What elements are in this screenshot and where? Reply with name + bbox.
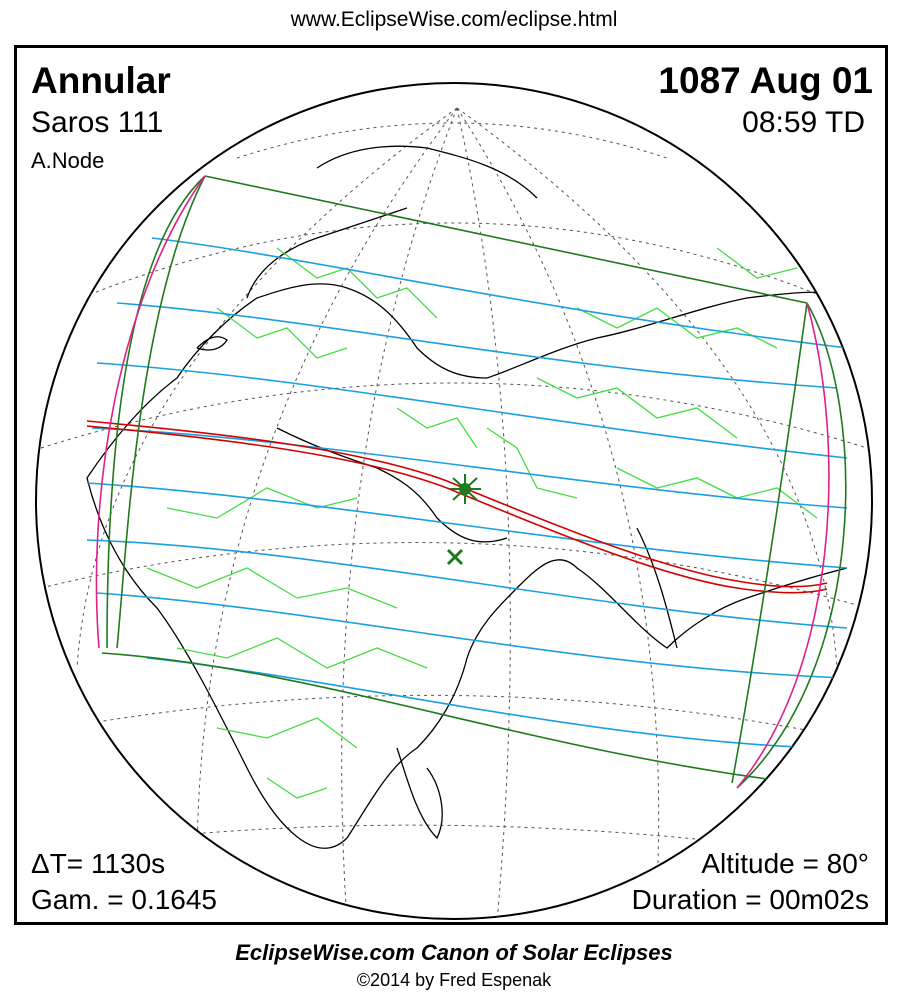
gamma-value: Gam. = 0.1645	[31, 884, 218, 915]
central-path	[86, 420, 828, 594]
globe-outline	[35, 82, 873, 920]
saros-number: Saros 111	[31, 106, 164, 139]
eclipse-time: 08:59 TD	[742, 106, 865, 139]
greatest-eclipse-marker	[449, 474, 481, 504]
eclipse-date: 1087 Aug 01	[658, 60, 873, 101]
copyright: ©2014 by Fred Espenak	[356, 970, 552, 990]
country-borders	[146, 247, 818, 799]
coastlines	[86, 145, 868, 849]
map-frame: Annular 1087 Aug 01 Saros 111 08:59 TD A…	[14, 45, 888, 925]
penumbra-limits	[101, 175, 847, 789]
subsolar-point-marker	[446, 548, 464, 566]
sun-altitude: Altitude = 80°	[701, 848, 869, 879]
eclipse-map	[35, 82, 873, 920]
canon-title: EclipseWise.com Canon of Solar Eclipses	[235, 940, 673, 965]
graticule	[40, 107, 868, 919]
delta-t: ΔT= 1130s	[31, 848, 166, 879]
eclipse-type: Annular	[31, 60, 171, 101]
rise-set-curves	[95, 175, 830, 789]
source-url[interactable]: www.EclipseWise.com/eclipse.html	[290, 8, 618, 31]
lunar-node: A.Node	[31, 148, 105, 173]
central-duration: Duration = 00m02s	[631, 884, 869, 915]
